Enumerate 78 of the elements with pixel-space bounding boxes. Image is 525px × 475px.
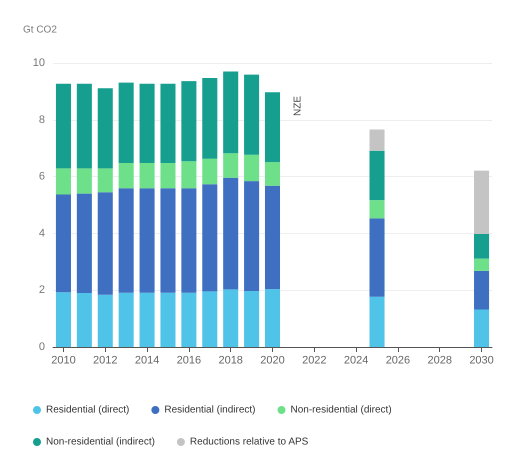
x-tick-label: 2012 [93,354,118,366]
x-tick-label: 2018 [218,354,243,366]
bar [370,129,385,151]
bar [56,194,71,292]
x-tick-label: 2022 [302,354,327,366]
bar [98,88,113,168]
bar [202,78,218,159]
bar [202,184,218,292]
x-tick-label: 2028 [427,354,452,366]
bar [474,270,490,310]
bar [370,200,385,218]
bar [118,162,134,188]
legend-label: Residential (direct) [46,404,130,416]
bar [202,158,218,184]
bar [118,82,134,163]
bar [98,294,113,347]
x-tick-label: 2016 [176,354,202,366]
x-tick-label: 2026 [386,354,410,366]
bar [181,188,196,293]
legend-label: Reductions relative to APS [190,436,309,448]
bar [223,72,238,154]
bar [474,258,490,271]
bar [140,188,155,293]
bar [160,84,176,163]
bar [370,218,385,297]
y-tick-label: 8 [38,114,45,126]
bar [98,168,113,192]
y-tick-label: 4 [38,227,45,240]
bar [56,292,71,347]
legend-label: Residential (indirect) [164,404,256,416]
bar [76,194,92,294]
bar [140,162,155,188]
x-tick-label: 2010 [51,354,76,366]
bar [98,192,113,295]
bar [474,310,490,347]
bar [76,168,92,194]
bar [474,234,490,259]
bar [181,292,196,347]
annotation: NZE [292,96,304,116]
bar [118,292,134,347]
legend-label: Non-residential (direct) [290,404,392,416]
bar [244,74,260,155]
bar [76,84,92,168]
bar [370,150,385,200]
bar [474,170,490,234]
bar [370,296,385,347]
x-tick-label: 2024 [344,354,368,366]
bar [223,153,238,178]
bar [56,84,71,168]
x-tick-label: 2030 [469,354,494,366]
y-tick-label: 10 [32,57,45,69]
bar [160,292,176,347]
bar [76,293,92,347]
bar [140,84,155,163]
bar [264,92,280,162]
y-axis-title: Gt CO2 [23,24,58,36]
bar [244,154,260,182]
bar [223,289,238,347]
x-tick-label: 2020 [260,354,285,366]
legend-label: Non-residential (indirect) [46,436,155,448]
y-tick-label: 0 [38,341,45,353]
bar [160,162,176,188]
bar [140,292,155,347]
bar [56,168,71,194]
bar [118,188,134,293]
bar [264,186,280,290]
bar [160,188,176,293]
bar [181,161,196,188]
x-tick-label: 2014 [134,354,160,366]
bar [202,291,218,347]
bar [244,291,260,347]
bar [181,81,196,162]
bar [223,178,238,290]
bar [264,289,280,347]
y-tick-label: 2 [38,284,45,296]
y-tick-label: 6 [38,170,45,183]
bar [244,181,260,292]
bar [264,162,280,186]
